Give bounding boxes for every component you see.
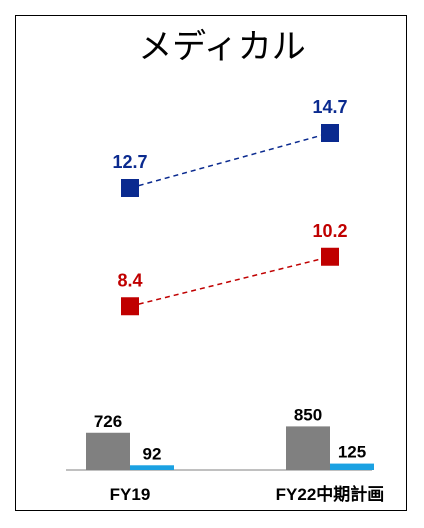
series-line (129, 132, 331, 189)
bar-data-label: 125 (338, 443, 366, 462)
chart-frame (15, 15, 407, 511)
chart-title: メディカル (138, 27, 306, 67)
bar (130, 465, 174, 470)
line-data-label: 14.7 (312, 97, 347, 117)
line-point-marker (321, 124, 339, 142)
bar (330, 463, 374, 470)
line-point-marker (121, 297, 139, 316)
line-data-label: 8.4 (117, 270, 142, 290)
line-data-label: 12.7 (112, 152, 147, 172)
bar (286, 426, 330, 470)
bar-data-label: 92 (143, 444, 162, 463)
category-label: FY22中期計画 (276, 484, 385, 504)
bar-data-label: 850 (294, 405, 322, 424)
line-point-marker (321, 247, 339, 266)
bar-data-label: 726 (94, 412, 122, 431)
bar (86, 432, 130, 470)
line-data-label: 10.2 (312, 221, 347, 241)
line-point-marker (121, 179, 139, 197)
category-label: FY19 (110, 485, 151, 504)
series-line (129, 256, 331, 307)
